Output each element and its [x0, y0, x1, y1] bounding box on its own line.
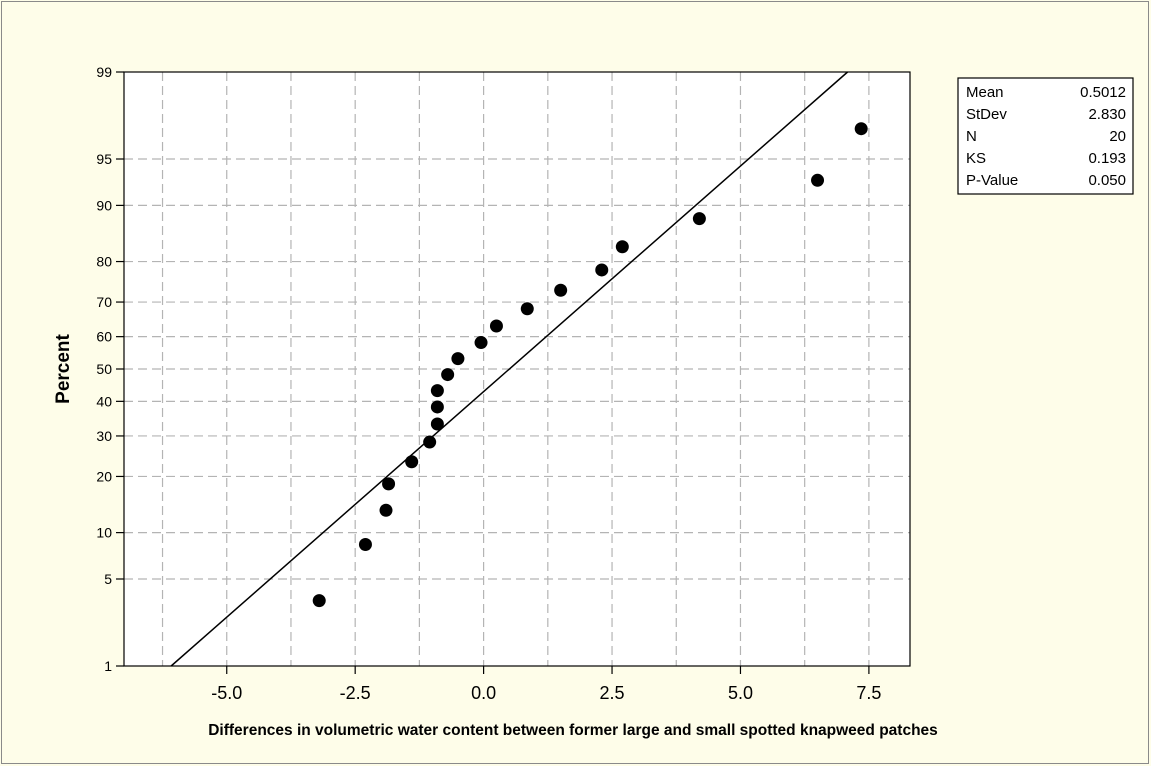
stats-legend: Mean 0.5012 StDev 2.830 N 20 KS 0.193 P-Value 0.0… [957, 77, 1134, 195]
data-point [692, 212, 706, 226]
y-tick-label: 50 [96, 361, 112, 377]
y-gridlines [124, 158, 910, 580]
data-point [430, 417, 444, 431]
y-tick-label: 1 [104, 658, 112, 674]
stats-value: 0.193 [1088, 150, 1126, 167]
y-tick-label: 5 [104, 571, 112, 587]
x-axis-label: Differences in volumetric water content … [208, 722, 938, 739]
y-tick-label: 80 [96, 254, 112, 270]
data-point [423, 435, 437, 449]
data-point [430, 400, 444, 414]
x-tick-label: 2.5 [600, 683, 625, 703]
x-tick-label: -5.0 [211, 683, 242, 703]
y-tick-label: 40 [96, 393, 112, 409]
data-point [554, 283, 568, 297]
y-tick-label: 99 [96, 64, 112, 80]
y-tick-label: 90 [96, 197, 112, 213]
data-point [854, 122, 868, 136]
data-point [405, 455, 419, 469]
stats-label: P-Value [966, 172, 1018, 189]
y-tick-label: 20 [96, 468, 112, 484]
stats-label: N [966, 128, 977, 145]
y-tick-label: 10 [96, 525, 112, 541]
fitted-line-group [170, 71, 849, 667]
data-point [520, 302, 534, 316]
data-point [441, 368, 455, 382]
fitted-line [170, 71, 849, 667]
stats-box [957, 77, 1134, 195]
data-point [358, 538, 372, 552]
stats-label: StDev [966, 106, 1007, 123]
stats-label: Mean [966, 84, 1004, 101]
data-point [595, 263, 609, 277]
data-point [451, 352, 465, 366]
x-tick-label: 0.0 [471, 683, 496, 703]
stats-value: 0.050 [1088, 172, 1126, 189]
data-point [312, 594, 326, 608]
data-point [430, 384, 444, 398]
x-tick-label: 7.5 [856, 683, 881, 703]
data-point [489, 319, 503, 333]
stats-label: KS [966, 150, 986, 167]
y-tick-label: 95 [96, 151, 112, 167]
data-point [811, 173, 825, 187]
x-axis: -5.0 -2.5 0.0 2.5 5.0 7.5 [211, 666, 881, 703]
data-points [312, 122, 868, 608]
stats-value: 0.5012 [1080, 84, 1126, 101]
y-axis-label: Percent [53, 333, 74, 403]
y-tick-label: 70 [96, 294, 112, 310]
data-point [474, 336, 488, 350]
data-point [379, 503, 393, 517]
x-tick-label: 5.0 [728, 683, 753, 703]
y-axis: 1 5 10 20 30 40 50 60 70 80 90 95 99 [96, 64, 124, 674]
x-tick-label: -2.5 [340, 683, 371, 703]
data-point [615, 240, 629, 254]
y-tick-label: 60 [96, 329, 112, 345]
stats-value: 20 [1109, 128, 1126, 145]
stats-value: 2.830 [1088, 106, 1126, 123]
data-point [382, 477, 396, 491]
y-tick-label: 30 [96, 428, 112, 444]
